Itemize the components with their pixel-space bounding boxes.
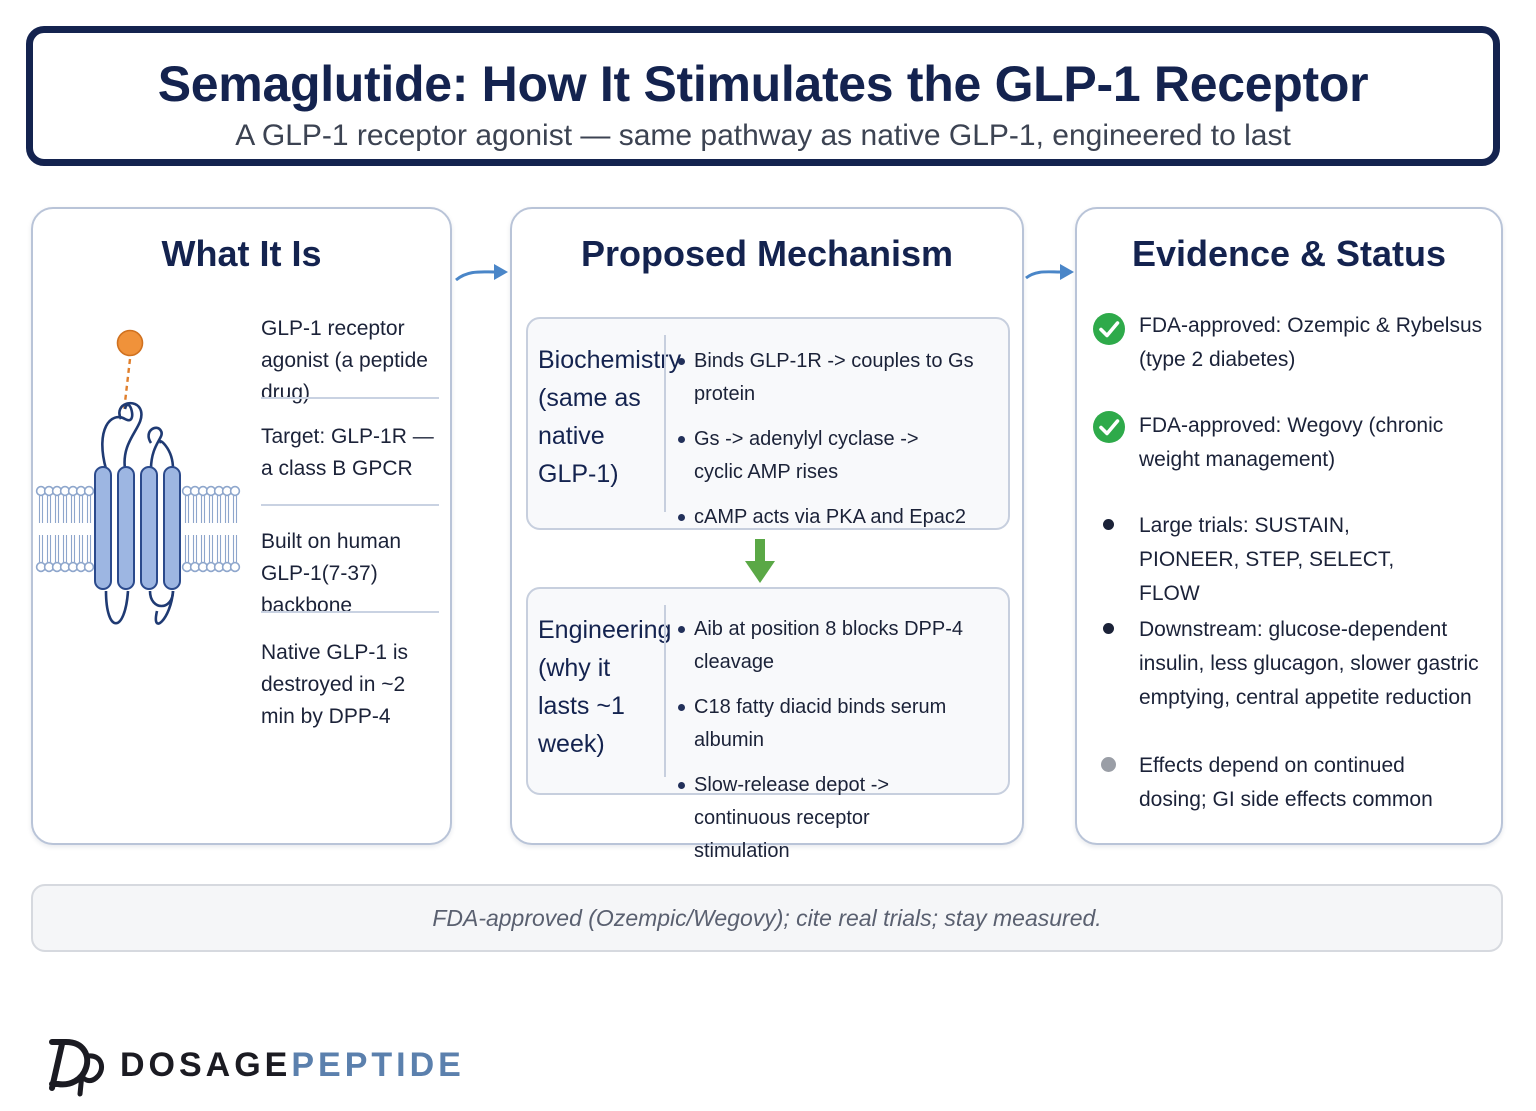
arrow-right-icon [1025,264,1074,280]
check-icon [1093,411,1125,443]
what-it-is-heading: What It Is [161,233,322,274]
biochemistry-bullet-1: Binds GLP-1R -> couples to Gs protein [678,345,994,411]
evidence-item-1: FDA-approved: Ozempic & Rybelsus (type 2… [1139,314,1483,371]
dosagepeptide-logo-icon [49,1039,105,1097]
footer-note: FDA-approved (Ozempic/Wegovy); cite real… [31,884,1503,952]
engineering-bullet-2: C18 fatty diacid binds serum albumin [678,691,1000,757]
evidence-item-3: Large trials: SUSTAIN, PIONEER, STEP, SE… [1139,514,1395,605]
what-it-is-panel: What It Is GLP-1 receptor agonist (a pep… [31,207,452,845]
biochemistry-label: Biochemistry (same as native GLP-1) [538,346,682,488]
engineering-box: Engineering (why it lasts ~1 week) Aib a… [526,587,1010,862]
ligand-icon [116,329,144,357]
box-divider [664,335,666,512]
gpcr-membrane-illustration [35,329,241,625]
brand-wordmark: DOSAGEPEPTIDE [120,1046,465,1085]
evidence-panel: Evidence & Status FDA-approved: Ozempic … [1075,207,1503,845]
engineering-bullet-3: Slow-release depot -> continuous recepto… [678,769,964,868]
evidence-item-4: Downstream: glucose-dependent insulin, l… [1139,618,1479,709]
mechanism-heading: Proposed Mechanism [580,233,954,274]
bullet-icon [1103,623,1114,634]
biochemistry-bullet-2: Gs -> adenylyl cyclase -> cyclic AMP ris… [678,423,924,489]
lipid-bilayer-icon [35,485,241,573]
bullet-icon [1101,757,1116,772]
title-banner: Semaglutide: How It Stimulates the GLP-1… [26,26,1500,166]
biochemistry-list: Binds GLP-1R -> couples to Gs protein Gs… [678,345,1000,546]
intracellular-loop-icon [104,590,130,625]
brand-part-2: PEPTIDE [291,1046,465,1084]
transmembrane-helices-icon [94,466,181,590]
what-item-3: Built on human GLP-1(7-37) backbone [261,530,402,617]
evidence-heading: Evidence & Status [1131,233,1447,274]
biochemistry-bullet-3: cAMP acts via PKA and Epac2 [678,501,1000,534]
mechanism-panel: Proposed Mechanism Biochemistry (same as… [510,207,1024,862]
what-item-2: Target: GLP-1R — a class B GPCR [261,425,434,480]
evidence-item-2: FDA-approved: Wegovy (chronic weight man… [1139,414,1444,471]
check-icon [1093,313,1125,345]
extracellular-loop-icon [101,403,134,470]
page-subtitle: A GLP-1 receptor agonist — same pathway … [235,119,1291,152]
arrow-right-icon [455,264,508,282]
arrow-down-icon [745,539,775,583]
what-item-4: Native GLP-1 is destroyed in ~2 min by D… [261,641,409,728]
bullet-icon [1103,519,1114,530]
biochemistry-box: Biochemistry (same as native GLP-1) Bind… [526,317,1010,530]
what-divider [261,504,439,506]
brand-part-1: DOSAGE [120,1046,292,1084]
evidence-item-5: Effects depend on continued dosing; GI s… [1139,754,1433,811]
engineering-list: Aib at position 8 blocks DPP-4 cleavage … [678,613,1000,880]
what-divider [261,611,439,613]
what-item-1: GLP-1 receptor agonist (a peptide drug) [261,317,428,404]
what-divider [261,397,439,399]
page-title: Semaglutide: How It Stimulates the GLP-1… [157,56,1369,112]
engineering-bullet-1: Aib at position 8 blocks DPP-4 cleavage [678,613,1000,679]
engineering-label: Engineering (why it lasts ~1 week) [538,616,672,758]
box-divider [664,605,666,777]
